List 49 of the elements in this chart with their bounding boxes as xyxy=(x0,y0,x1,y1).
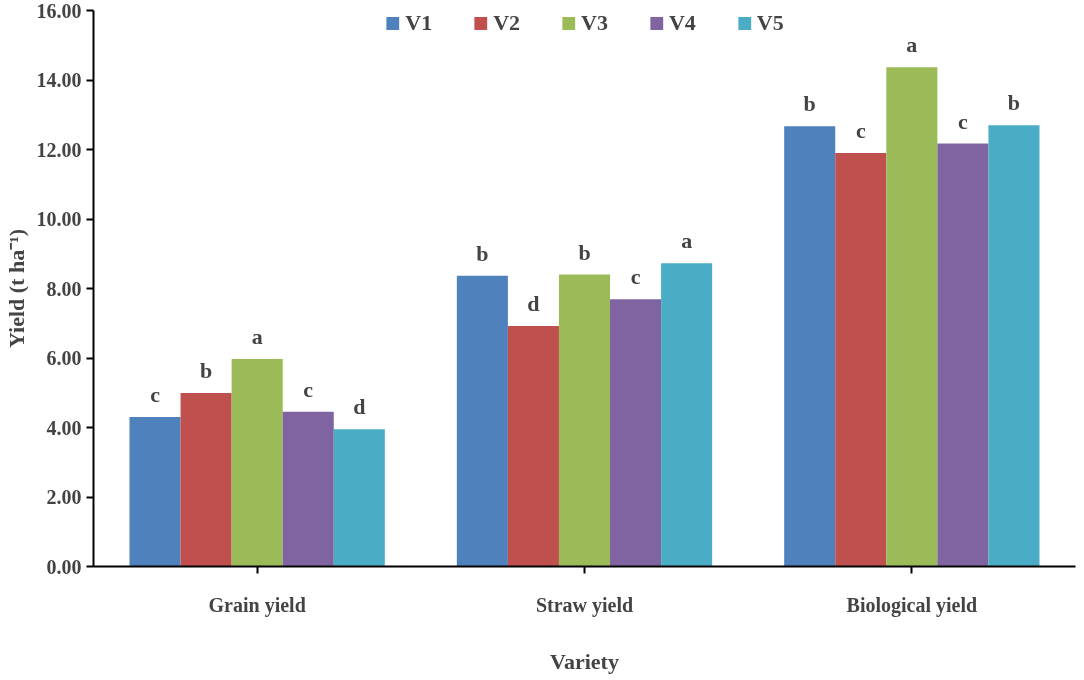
y-axis-title: Yield (t ha⁻¹) xyxy=(3,228,29,349)
data-label: d xyxy=(353,394,366,420)
data-label: c xyxy=(150,382,161,408)
bar xyxy=(988,125,1040,567)
bar xyxy=(835,152,887,567)
data-label: a xyxy=(681,228,693,254)
data-label: c xyxy=(630,264,641,290)
data-label: b xyxy=(578,239,591,265)
x-axis-title: Variety xyxy=(550,648,619,674)
bar xyxy=(282,411,334,567)
bar xyxy=(129,417,181,567)
bar xyxy=(558,274,611,567)
bar xyxy=(610,299,662,567)
legend-label: V2 xyxy=(493,10,521,36)
bar xyxy=(886,67,938,567)
data-label: b xyxy=(476,240,489,266)
y-tick-label: 8.00 xyxy=(46,277,82,300)
data-label: c xyxy=(855,117,866,143)
data-label: b xyxy=(803,91,816,117)
y-tick-label: 16.00 xyxy=(36,0,82,22)
legend-label: V5 xyxy=(756,10,784,36)
x-tick-label: Grain yield xyxy=(208,593,306,617)
y-tick-label: 4.00 xyxy=(46,416,82,439)
y-tick-label: 10.00 xyxy=(36,208,82,230)
y-tick-label: 12.00 xyxy=(36,138,82,161)
legend-label: V4 xyxy=(668,10,696,36)
bar xyxy=(661,263,713,567)
data-label: b xyxy=(1007,90,1021,116)
bar xyxy=(507,326,559,567)
data-label: a xyxy=(251,324,263,350)
data-label: a xyxy=(906,32,918,58)
legend-label: V1 xyxy=(405,10,433,36)
bar xyxy=(456,275,508,567)
bar xyxy=(333,429,385,567)
y-tick-label: 14.00 xyxy=(36,69,82,91)
data-label: b xyxy=(199,358,213,384)
legend-label: V3 xyxy=(581,10,608,36)
data-label: d xyxy=(527,291,540,317)
x-tick-label: Biological yield xyxy=(846,593,978,617)
bar xyxy=(180,393,232,567)
y-tick-label: 0.00 xyxy=(46,555,82,578)
data-label: c xyxy=(303,376,314,402)
bar xyxy=(937,143,989,567)
bar xyxy=(231,359,283,567)
x-tick-label: Straw yield xyxy=(535,593,634,617)
data-label: c xyxy=(958,108,969,134)
y-tick-label: 6.00 xyxy=(46,347,82,369)
y-tick-label: 2.00 xyxy=(46,486,82,508)
bar xyxy=(784,126,836,567)
